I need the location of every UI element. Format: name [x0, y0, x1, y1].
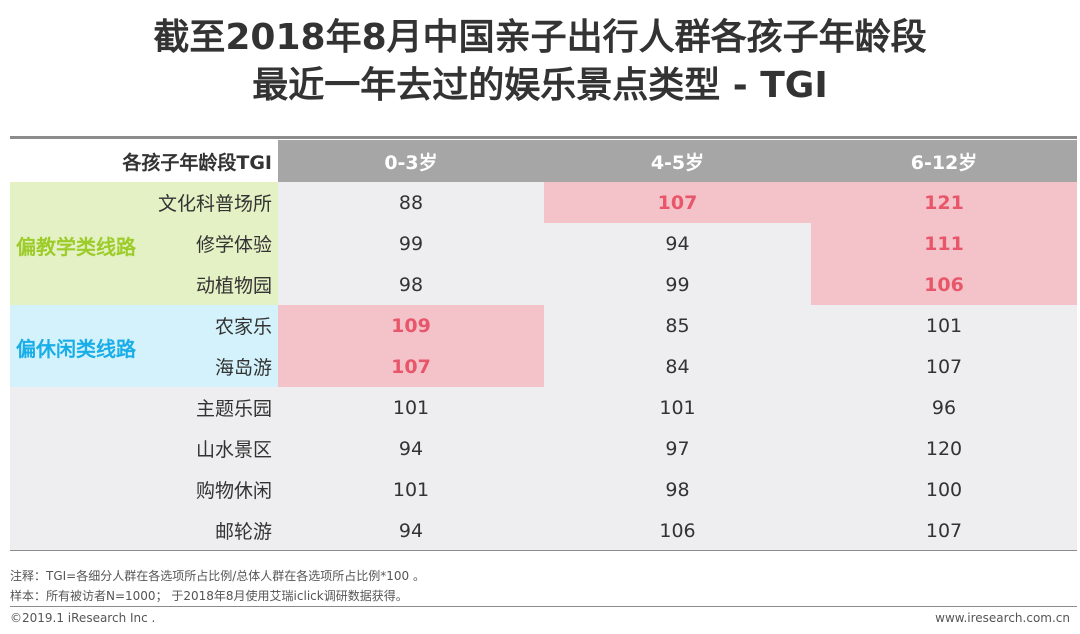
- data-cell: 101: [925, 314, 963, 337]
- data-cell: 121: [924, 191, 964, 214]
- data-cell: 101: [392, 396, 430, 419]
- note-definition: 注释：TGI=各细分人群在各选项所占比例/总体人群在各选项所占比例*100 。: [10, 569, 425, 583]
- group-label: 偏教学类线路: [16, 234, 136, 259]
- data-cell: 85: [665, 314, 690, 337]
- row-label: 文化科普场所: [157, 193, 272, 215]
- column-header: 4-5岁: [544, 140, 811, 182]
- highlight-cell-background: [278, 346, 544, 387]
- data-cell: 107: [925, 355, 963, 378]
- data-cell: 107: [657, 191, 698, 214]
- header-row-label: 各孩子年龄段TGI: [10, 140, 278, 182]
- highlight-cell-background: [811, 264, 1077, 305]
- row-label: 购物休闲: [195, 480, 272, 502]
- data-cell: 88: [398, 191, 424, 214]
- data-cell: 101: [392, 478, 430, 501]
- data-cell: 99: [398, 232, 424, 255]
- data-cell: 109: [391, 314, 431, 337]
- row-label: 修学体验: [195, 234, 272, 256]
- copyright: ©2019.1 iResearch Inc .: [10, 611, 156, 625]
- group-background: [10, 182, 278, 305]
- bottom-rule: [10, 606, 1077, 607]
- data-cell: 99: [665, 273, 690, 296]
- data-cell: 100: [925, 478, 963, 501]
- note-sample: 样本：所有被访者N=1000； 于2018年8月使用艾瑞iclick调研数据获得…: [10, 589, 408, 603]
- data-cell: 107: [391, 355, 431, 378]
- website: www.iresearch.com.cn: [935, 611, 1070, 625]
- data-cell: 97: [665, 437, 690, 460]
- row-label: 邮轮游: [214, 521, 272, 543]
- row-label: 农家乐: [214, 316, 272, 338]
- row-label: 动植物园: [195, 275, 272, 297]
- data-cell: 111: [924, 232, 964, 255]
- data-cell: 94: [398, 519, 424, 542]
- row-label: 海岛游: [214, 357, 272, 379]
- data-cell: 106: [924, 273, 964, 296]
- highlight-cell-background: [278, 305, 544, 346]
- data-cell: 106: [659, 519, 696, 542]
- data-cell: 94: [665, 232, 690, 255]
- data-cell: 98: [398, 273, 424, 296]
- chart-title-line-2: 最近一年去过的娱乐景点类型 - TGI: [252, 65, 828, 106]
- data-cell: 96: [931, 396, 957, 419]
- group-background: [10, 305, 278, 387]
- footer-rule: [10, 550, 1077, 551]
- data-cell: 120: [925, 437, 963, 460]
- column-header: 6-12岁: [811, 140, 1077, 182]
- top-rule: [10, 136, 1077, 139]
- data-cell: 107: [925, 519, 963, 542]
- data-cell: 98: [665, 478, 690, 501]
- data-cell: 84: [665, 355, 690, 378]
- data-cell: 101: [659, 396, 696, 419]
- row-label: 主题乐园: [195, 398, 272, 420]
- chart-title-line-1: 截至2018年8月中国亲子出行人群各孩子年龄段: [153, 17, 927, 58]
- group-label: 偏休闲类线路: [16, 337, 136, 361]
- data-cell: 94: [398, 437, 424, 460]
- highlight-cell-background: [811, 182, 1077, 223]
- row-label: 山水景区: [195, 439, 272, 461]
- highlight-cell-background: [811, 223, 1077, 264]
- column-header: 0-3岁: [278, 140, 544, 182]
- highlight-cell-background: [544, 182, 811, 223]
